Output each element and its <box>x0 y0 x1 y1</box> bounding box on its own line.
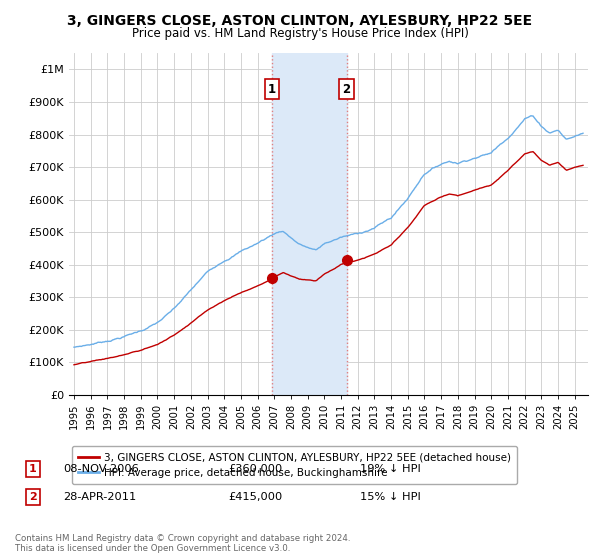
Text: 2: 2 <box>29 492 37 502</box>
Text: 08-NOV-2006: 08-NOV-2006 <box>63 464 139 474</box>
Text: 1: 1 <box>29 464 37 474</box>
Text: Contains HM Land Registry data © Crown copyright and database right 2024.
This d: Contains HM Land Registry data © Crown c… <box>15 534 350 553</box>
Text: 28-APR-2011: 28-APR-2011 <box>63 492 136 502</box>
Text: 19% ↓ HPI: 19% ↓ HPI <box>360 464 421 474</box>
Legend: 3, GINGERS CLOSE, ASTON CLINTON, AYLESBURY, HP22 5EE (detached house), HPI: Aver: 3, GINGERS CLOSE, ASTON CLINTON, AYLESBU… <box>71 446 517 484</box>
Text: £360,000: £360,000 <box>228 464 282 474</box>
Text: 15% ↓ HPI: 15% ↓ HPI <box>360 492 421 502</box>
Text: 2: 2 <box>343 82 350 96</box>
Text: 1: 1 <box>268 82 276 96</box>
Text: £415,000: £415,000 <box>228 492 282 502</box>
Text: 3, GINGERS CLOSE, ASTON CLINTON, AYLESBURY, HP22 5EE: 3, GINGERS CLOSE, ASTON CLINTON, AYLESBU… <box>67 14 533 28</box>
Bar <box>272 53 347 395</box>
Text: Price paid vs. HM Land Registry's House Price Index (HPI): Price paid vs. HM Land Registry's House … <box>131 27 469 40</box>
